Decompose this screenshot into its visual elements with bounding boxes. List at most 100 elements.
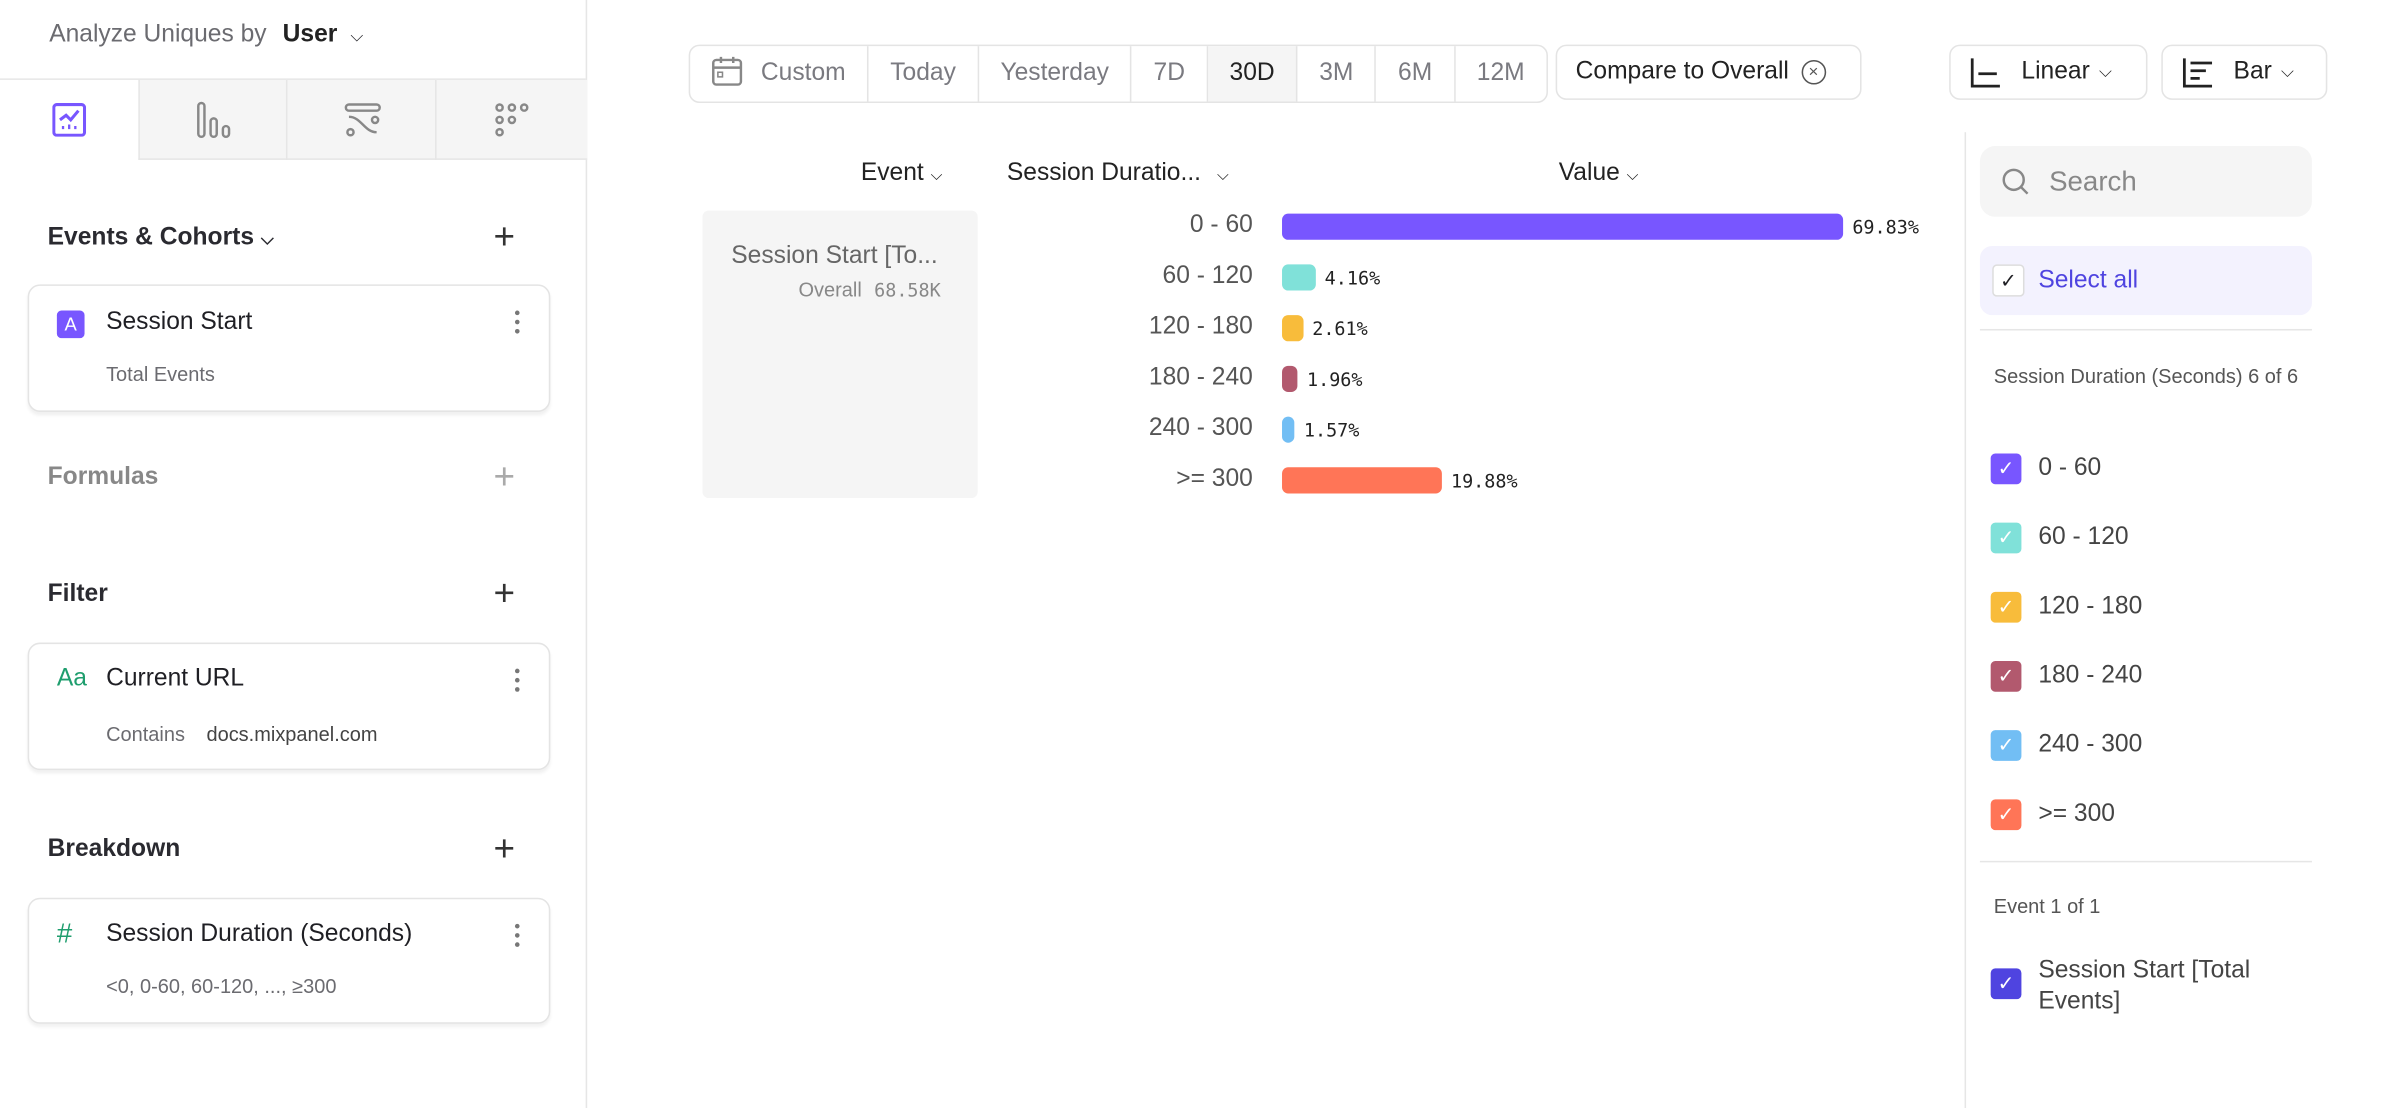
flows-icon [343, 102, 381, 136]
event-letter-badge: A [56, 310, 85, 339]
category-label: 0 - 60 [1189, 212, 1253, 239]
tab-funnels[interactable] [138, 79, 288, 160]
add-event-button[interactable]: + [493, 216, 515, 259]
bar-4[interactable] [1282, 416, 1295, 443]
date-range-picker: Custom Today Yesterday 7D 30D 3M 6M 12M [688, 44, 1548, 103]
compare-to-overall-button[interactable]: Compare to Overall × [1555, 44, 1862, 100]
legend-event-item[interactable]: Session Start [Total Events] [2038, 957, 2251, 1015]
event-card[interactable]: A Session Start Total Events [27, 284, 551, 412]
legend-item[interactable]: 180 - 240 [2038, 662, 2143, 689]
more-options-icon[interactable] [514, 310, 521, 339]
chevron-down-icon: ⌵ [350, 27, 364, 47]
chevron-down-icon: ⌵ [930, 167, 943, 185]
tab-retention[interactable] [435, 79, 588, 160]
legend-checkbox[interactable]: ✓ [1990, 453, 2022, 485]
chevron-down-icon: ⌵ [1217, 167, 1229, 185]
column-header-event[interactable]: Event ⌵ [860, 159, 943, 187]
filter-property: Current URL [106, 665, 245, 692]
calendar-icon [712, 56, 743, 86]
chart-type-dropdown[interactable]: Bar ⌵ [2161, 44, 2328, 100]
chevron-down-icon: ⌵ [2281, 62, 2294, 81]
date-range-30d[interactable]: 30D [1208, 46, 1298, 102]
bar-chart-icon [2182, 58, 2213, 88]
search-icon [2002, 168, 2029, 195]
value-label: 2.61% [1312, 318, 1368, 340]
axis-icon [1970, 58, 2000, 88]
query-builder-sidebar: Analyze Uniques by User ⌵ Events & Cohor… [0, 0, 588, 1108]
legend-checkbox[interactable]: ✓ [1990, 522, 2022, 554]
category-label: >= 300 [1176, 465, 1253, 492]
chevron-down-icon: ⌵ [260, 230, 274, 250]
value-label: 1.96% [1306, 368, 1363, 391]
bar-2[interactable] [1282, 315, 1303, 342]
breakdown-buckets: <0, 0-60, 60-120, ..., ≥300 [106, 974, 337, 998]
breakdown-card[interactable]: # Session Duration (Seconds) <0, 0-60, 6… [27, 897, 551, 1024]
divider [1979, 860, 2312, 863]
add-breakdown-button[interactable]: + [493, 828, 515, 871]
column-header-value[interactable]: Value ⌵ [1558, 159, 1639, 187]
value-label: 4.16% [1324, 267, 1381, 289]
date-range-3m[interactable]: 3M [1298, 46, 1377, 102]
bar-5[interactable] [1282, 467, 1442, 494]
more-options-icon[interactable] [514, 923, 521, 952]
filter-value: docs.mixpanel.com [206, 722, 378, 746]
formulas-heading: Formulas [47, 464, 159, 491]
filter-card[interactable]: Aa Current URL Contains docs.mixpanel.com [27, 642, 551, 771]
legend-checkbox[interactable]: ✓ [1990, 660, 2022, 692]
date-range-6m[interactable]: 6M [1376, 46, 1456, 102]
events-cohorts-heading[interactable]: Events & Cohorts ⌵ [47, 224, 274, 251]
retention-icon [495, 102, 529, 136]
legend-item[interactable]: 120 - 180 [2038, 593, 2143, 620]
column-header-breakdown[interactable]: Session Duratio... ⌵ [1006, 159, 1229, 187]
event-checkbox[interactable]: ✓ [1990, 968, 2022, 1000]
date-range-today[interactable]: Today [869, 46, 979, 102]
legend-checkbox[interactable]: ✓ [1990, 799, 2022, 831]
event-name: Session Start [106, 308, 253, 336]
legend-group-title: Session Duration (Seconds) 6 of 6 [1993, 364, 2299, 388]
breakdown-heading: Breakdown [47, 836, 181, 863]
add-formula-button[interactable]: + [493, 456, 515, 499]
value-label: 69.83% [1852, 216, 1919, 239]
report-type-tabs [0, 78, 588, 160]
close-circle-icon[interactable]: × [1801, 59, 1826, 85]
tab-insights[interactable] [0, 79, 139, 159]
analyze-by[interactable]: Analyze Uniques by User ⌵ [49, 21, 364, 48]
legend-item[interactable]: 0 - 60 [2038, 455, 2102, 482]
divider [1979, 328, 2312, 331]
breakdown-property: Session Duration (Seconds) [106, 920, 413, 947]
bar-0[interactable] [1282, 213, 1844, 240]
chevron-down-icon: ⌵ [2099, 62, 2112, 81]
scale-dropdown[interactable]: Linear ⌵ [1949, 44, 2148, 100]
select-all-row[interactable]: ✓ Select all [1979, 245, 2312, 316]
more-options-icon[interactable] [514, 668, 521, 697]
legend-checkbox[interactable]: ✓ [1990, 591, 2022, 623]
add-filter-button[interactable]: + [493, 573, 515, 615]
bar-3[interactable] [1282, 365, 1298, 392]
date-range-12m[interactable]: 12M [1476, 59, 1525, 87]
legend-checkbox[interactable]: ✓ [1990, 730, 2022, 761]
category-label: 60 - 120 [1162, 262, 1253, 289]
tab-flows[interactable] [285, 79, 437, 160]
date-range-7d[interactable]: 7D [1132, 46, 1209, 102]
date-range-custom[interactable]: Custom [690, 46, 869, 102]
date-range-yesterday[interactable]: Yesterday [979, 46, 1133, 102]
number-type-icon: # [56, 917, 73, 949]
search-input[interactable]: Search [1979, 146, 2312, 217]
legend-item[interactable]: 60 - 120 [2038, 524, 2129, 551]
insights-icon [52, 102, 87, 137]
legend-panel [1964, 132, 2398, 1108]
legend-item[interactable]: 240 - 300 [2038, 731, 2143, 758]
bar-1[interactable] [1282, 264, 1316, 291]
legend-item[interactable]: >= 300 [2038, 800, 2115, 828]
chevron-down-icon: ⌵ [1626, 167, 1639, 185]
category-label: 240 - 300 [1148, 415, 1253, 442]
category-label: 180 - 240 [1148, 364, 1253, 391]
category-label: 120 - 180 [1148, 313, 1253, 340]
event-cell: Session Start [To... Overall 68.58K [702, 210, 978, 499]
value-label: 1.57% [1303, 419, 1360, 442]
select-all-checkbox[interactable]: ✓ [1992, 264, 2025, 297]
string-type-icon: Aa [56, 665, 87, 692]
filter-operator: Contains [106, 722, 185, 746]
value-label: 19.88% [1450, 470, 1518, 492]
filter-heading: Filter [47, 581, 108, 608]
